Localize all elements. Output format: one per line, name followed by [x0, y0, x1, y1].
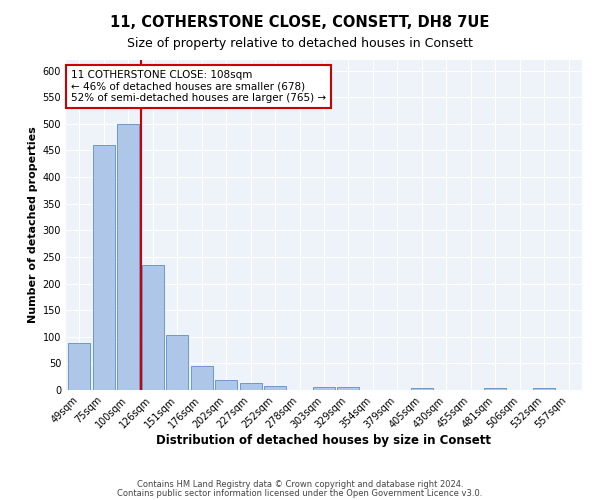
Bar	[118, 124, 139, 390]
Bar	[239, 383, 262, 390]
Text: 11 COTHERSTONE CLOSE: 108sqm
← 46% of detached houses are smaller (678)
52% of s: 11 COTHERSTONE CLOSE: 108sqm ← 46% of de…	[71, 70, 326, 103]
Bar	[264, 386, 286, 390]
Bar	[142, 265, 164, 390]
Y-axis label: Number of detached properties: Number of detached properties	[28, 126, 38, 324]
Bar	[411, 388, 433, 390]
Bar	[166, 335, 188, 390]
Text: Contains public sector information licensed under the Open Government Licence v3: Contains public sector information licen…	[118, 488, 482, 498]
Text: Size of property relative to detached houses in Consett: Size of property relative to detached ho…	[127, 38, 473, 51]
Bar	[68, 343, 91, 390]
X-axis label: Distribution of detached houses by size in Consett: Distribution of detached houses by size …	[157, 434, 491, 447]
Text: 11, COTHERSTONE CLOSE, CONSETT, DH8 7UE: 11, COTHERSTONE CLOSE, CONSETT, DH8 7UE	[110, 15, 490, 30]
Bar	[337, 387, 359, 390]
Bar	[533, 388, 555, 390]
Bar	[313, 387, 335, 390]
Bar	[191, 366, 213, 390]
Bar	[215, 380, 237, 390]
Bar	[484, 388, 506, 390]
Text: Contains HM Land Registry data © Crown copyright and database right 2024.: Contains HM Land Registry data © Crown c…	[137, 480, 463, 489]
Bar	[93, 145, 115, 390]
